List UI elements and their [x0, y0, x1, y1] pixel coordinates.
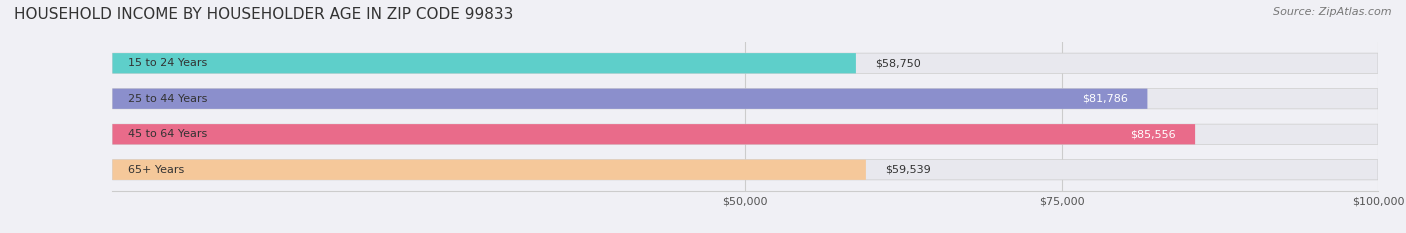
Text: Source: ZipAtlas.com: Source: ZipAtlas.com — [1274, 7, 1392, 17]
FancyBboxPatch shape — [112, 124, 1195, 144]
Text: $85,556: $85,556 — [1130, 129, 1177, 139]
Text: $58,750: $58,750 — [875, 58, 921, 68]
Text: 15 to 24 Years: 15 to 24 Years — [128, 58, 207, 68]
FancyBboxPatch shape — [112, 124, 1378, 144]
FancyBboxPatch shape — [112, 53, 1378, 73]
FancyBboxPatch shape — [112, 160, 1378, 180]
FancyBboxPatch shape — [112, 53, 856, 73]
Text: 45 to 64 Years: 45 to 64 Years — [128, 129, 207, 139]
Text: $59,539: $59,539 — [884, 165, 931, 175]
Text: 25 to 44 Years: 25 to 44 Years — [128, 94, 207, 104]
Text: 65+ Years: 65+ Years — [128, 165, 184, 175]
Text: HOUSEHOLD INCOME BY HOUSEHOLDER AGE IN ZIP CODE 99833: HOUSEHOLD INCOME BY HOUSEHOLDER AGE IN Z… — [14, 7, 513, 22]
Text: $81,786: $81,786 — [1083, 94, 1129, 104]
FancyBboxPatch shape — [112, 160, 866, 180]
FancyBboxPatch shape — [112, 89, 1147, 109]
FancyBboxPatch shape — [112, 89, 1378, 109]
